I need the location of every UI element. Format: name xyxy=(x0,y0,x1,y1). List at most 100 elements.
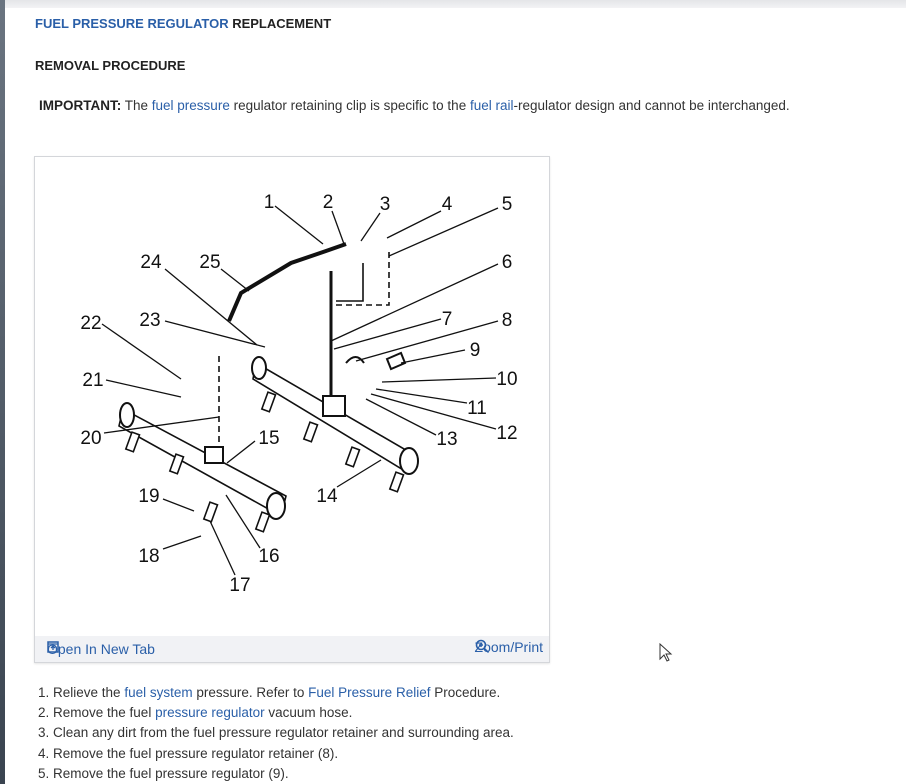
step-item: 2. Remove the fuel pressure regulator va… xyxy=(38,703,514,723)
callout-label-19: 19 xyxy=(138,486,159,507)
dashed-line xyxy=(336,251,390,306)
zoom-print-label: Zoom/Print xyxy=(474,639,543,655)
callout-leader-21 xyxy=(105,379,182,398)
page-title: FUEL PRESSURE REGULATOR REPLACEMENT xyxy=(35,16,331,31)
section-heading: REMOVAL PROCEDURE xyxy=(35,58,186,73)
note-text: -regulator design and cannot be intercha… xyxy=(513,98,790,113)
fuel-injector xyxy=(168,453,185,475)
vacuum-line xyxy=(336,263,364,302)
step-text: vacuum hose. xyxy=(264,705,353,721)
callout-label-12: 12 xyxy=(496,423,517,444)
callout-leader-10 xyxy=(381,377,497,383)
callout-leader-2 xyxy=(331,210,345,245)
step-number: 2. xyxy=(38,705,54,721)
regulator-retainer xyxy=(345,356,365,364)
callout-leader-3 xyxy=(360,212,381,242)
open-new-tab-icon xyxy=(47,641,59,653)
step-number: 1. xyxy=(38,685,54,700)
step-text: Remove the fuel pressure regulator (9). xyxy=(53,765,289,781)
fuel-injector xyxy=(124,431,141,453)
callout-leader-6 xyxy=(330,263,499,342)
pressure-fitting xyxy=(204,446,224,464)
rail-end xyxy=(399,447,419,475)
callout-label-17: 17 xyxy=(229,575,250,596)
fuel-injector xyxy=(302,421,319,443)
left-edge xyxy=(0,0,5,784)
callout-label-15: 15 xyxy=(258,428,279,449)
callout-leader-13 xyxy=(365,398,437,436)
callout-leader-9 xyxy=(400,349,466,364)
callout-label-9: 9 xyxy=(470,340,481,361)
callout-label-16: 16 xyxy=(258,546,279,567)
pressure-regulator-link[interactable]: pressure regulator xyxy=(155,705,265,721)
title-link[interactable]: FUEL PRESSURE REGULATOR xyxy=(35,16,229,31)
callout-leader-23 xyxy=(164,320,266,348)
step-number: 4. xyxy=(38,745,54,761)
callout-leader-4 xyxy=(386,210,442,239)
step-item: 4. Remove the fuel pressure regulator re… xyxy=(38,744,514,764)
open-in-new-tab-button[interactable]: Open In New Tab xyxy=(47,641,155,657)
callout-label-24: 24 xyxy=(140,252,162,273)
callout-label-7: 7 xyxy=(442,309,453,330)
regulator-housing xyxy=(322,395,346,417)
callout-label-10: 10 xyxy=(496,369,517,390)
procedure-steps: 1. Relieve the fuel system pressure. Ref… xyxy=(38,683,514,784)
step-text: Remove the fuel pressure regulator retai… xyxy=(53,745,339,761)
fuel-injector xyxy=(388,471,405,493)
fuel-feed-pipe xyxy=(227,242,347,322)
callout-leader-7 xyxy=(333,318,442,350)
magnifier-plus-icon xyxy=(475,639,489,654)
callout-label-25: 25 xyxy=(199,252,220,273)
callout-label-18: 18 xyxy=(138,546,159,567)
step-number: 5. xyxy=(38,765,54,781)
rail-end xyxy=(251,356,267,380)
zoom-print-button[interactable]: Zoom/Print xyxy=(475,639,543,655)
callout-leader-20 xyxy=(103,416,220,434)
fuel-pressure-relief-link[interactable]: Fuel Pressure Relief xyxy=(308,685,431,700)
callout-label-4: 4 xyxy=(442,194,453,215)
callout-label-13: 13 xyxy=(436,429,457,450)
callout-leader-11 xyxy=(375,388,468,404)
callout-label-8: 8 xyxy=(502,310,513,331)
callout-label-11: 11 xyxy=(467,398,487,419)
callout-leader-22 xyxy=(101,323,182,380)
figure-footer: Open In New Tab Zoom/Print xyxy=(35,636,549,662)
step-text: pressure. Refer to xyxy=(192,685,309,700)
step-text: Clean any dirt from the fuel pressure re… xyxy=(53,725,514,741)
callout-leader-16 xyxy=(225,494,261,549)
step-item: 3. Clean any dirt from the fuel pressure… xyxy=(38,723,514,743)
callout-label-14: 14 xyxy=(316,486,338,507)
fuel-injector xyxy=(202,501,219,523)
callout-leader-1 xyxy=(274,205,324,245)
callout-label-21: 21 xyxy=(82,370,103,391)
rail-end xyxy=(119,402,135,428)
note-text: regulator retaining clip is specific to … xyxy=(229,98,470,113)
callout-label-2: 2 xyxy=(323,192,334,213)
fuel-system-link[interactable]: fuel system xyxy=(124,685,193,700)
top-bar xyxy=(0,0,906,8)
step-text: Remove the fuel xyxy=(53,705,156,721)
callout-label-6: 6 xyxy=(502,252,513,273)
step-number: 3. xyxy=(38,725,54,741)
fuel-pressure-link[interactable]: fuel pressure xyxy=(151,98,230,113)
title-rest: REPLACEMENT xyxy=(228,16,332,31)
callout-leader-25 xyxy=(220,268,250,292)
callout-leader-17 xyxy=(209,520,236,576)
callout-leader-14 xyxy=(336,459,382,488)
callout-leader-12 xyxy=(370,393,497,430)
important-note: IMPORTANT: The fuel pressure regulator r… xyxy=(39,98,790,113)
callout-leader-18 xyxy=(162,535,202,550)
step-item: 1. Relieve the fuel system pressure. Ref… xyxy=(38,683,514,703)
callout-label-22: 22 xyxy=(80,313,101,334)
callout-label-1: 1 xyxy=(264,192,275,213)
fuel-rail-link[interactable]: fuel rail xyxy=(469,98,514,113)
callout-leader-19 xyxy=(162,498,195,512)
callout-leader-8 xyxy=(355,320,499,362)
callout-leader-24 xyxy=(164,268,258,346)
callout-label-5: 5 xyxy=(502,194,513,215)
fuel-injector xyxy=(260,391,277,413)
callout-label-3: 3 xyxy=(380,194,391,215)
callout-leader-5 xyxy=(388,207,499,257)
diagram-figure: 1 2 3 4 5 6 7 8 9 10 11 12 13 14 15 16 17 18 19 20 21 22 23 24 2… xyxy=(34,156,550,663)
rail-end xyxy=(266,492,286,520)
